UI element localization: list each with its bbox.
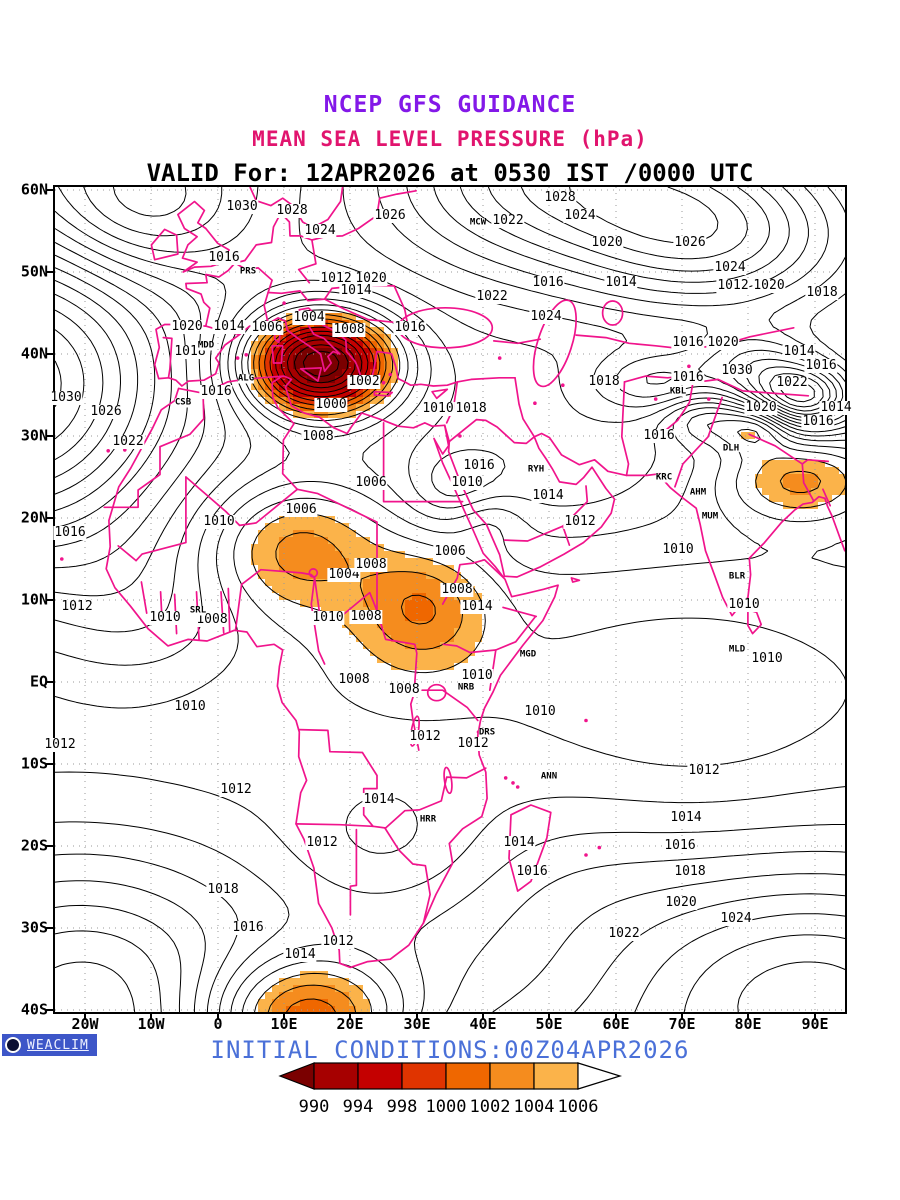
y-axis-tick	[46, 681, 53, 683]
colorbar-label: 1004	[514, 1097, 555, 1117]
x-axis-label: 70E	[668, 1015, 696, 1033]
map-frame	[53, 185, 847, 1014]
initial-conditions-text: INITIAL CONDITIONS:00Z04APR2026	[210, 1036, 690, 1064]
title-valid-time: VALID For: 12APR2026 at 0530 IST /0000 U…	[146, 159, 754, 187]
x-axis-label: 20E	[336, 1015, 364, 1033]
colorbar-segment	[533, 1062, 579, 1090]
y-axis-tick	[46, 435, 53, 437]
y-axis-tick	[46, 845, 53, 847]
colorbar-segment	[445, 1062, 491, 1090]
x-axis-label: 80E	[734, 1015, 762, 1033]
colorbar-label: 990	[299, 1097, 330, 1117]
y-axis-label: 30S	[20, 918, 48, 937]
colorbar-label: 1006	[558, 1097, 599, 1117]
y-axis-tick	[46, 353, 53, 355]
y-axis-label: 30N	[20, 426, 48, 445]
colorbar-segment	[313, 1062, 359, 1090]
y-axis-tick	[46, 763, 53, 765]
title-field: MEAN SEA LEVEL PRESSURE (hPa)	[252, 127, 648, 151]
y-axis-label: 10S	[20, 754, 48, 773]
y-axis-tick	[46, 1009, 53, 1011]
y-axis-tick	[46, 189, 53, 191]
weaclim-logo: WEACLIM	[2, 1034, 97, 1056]
x-axis-label: 40E	[469, 1015, 497, 1033]
colorbar-label: 1002	[470, 1097, 511, 1117]
x-axis-label: 10W	[137, 1015, 165, 1033]
y-axis-tick	[46, 599, 53, 601]
isobar-contours	[55, 187, 845, 1012]
x-axis-label: 10E	[270, 1015, 298, 1033]
pressure-field-svg	[55, 187, 845, 1012]
y-axis-label: 40N	[20, 344, 48, 363]
x-axis-label: 60E	[602, 1015, 630, 1033]
y-axis-label: 20N	[20, 508, 48, 527]
y-axis-label: EQ	[29, 672, 48, 691]
x-axis-label: 20W	[71, 1015, 99, 1033]
colorbar: 990 994 998 1000 1002 1004 1006	[278, 1062, 623, 1117]
weaclim-icon	[5, 1037, 21, 1053]
weaclim-logo-text: WEACLIM	[27, 1037, 89, 1053]
colorbar-segment	[278, 1062, 315, 1090]
pressure-fill	[251, 313, 845, 1012]
colorbar-label: 994	[343, 1097, 374, 1117]
y-axis-label: 50N	[20, 262, 48, 281]
colorbar-segment	[357, 1062, 403, 1090]
x-axis-label: 30E	[403, 1015, 431, 1033]
coastlines-borders	[60, 187, 845, 969]
x-axis-label: 50E	[535, 1015, 563, 1033]
title-model: NCEP GFS GUIDANCE	[323, 92, 577, 118]
x-axis-label: 90E	[801, 1015, 829, 1033]
colorbar-end-arrow	[577, 1062, 623, 1090]
y-axis-label: 40S	[20, 1000, 48, 1019]
y-axis-label: 10N	[20, 590, 48, 609]
colorbar-segment	[401, 1062, 447, 1090]
colorbar-segment	[489, 1062, 535, 1090]
y-axis-tick	[46, 271, 53, 273]
colorbar-label: 1000	[426, 1097, 467, 1117]
y-axis-tick	[46, 517, 53, 519]
colorbar-label: 998	[387, 1097, 418, 1117]
y-axis-tick	[46, 927, 53, 929]
y-axis-label: 20S	[20, 836, 48, 855]
x-axis-label: 0	[213, 1015, 223, 1033]
